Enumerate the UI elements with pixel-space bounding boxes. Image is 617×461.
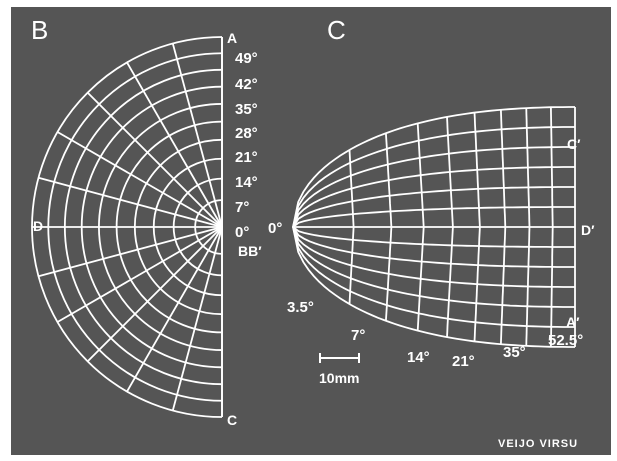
angle-tick-35: 35° [235, 101, 258, 118]
iso-polar-line [292, 226, 575, 288]
point-A-prime: A′ [566, 314, 580, 330]
iso-polar-line [292, 166, 575, 228]
point-C: C [227, 412, 237, 428]
point-BB-prime: BB′ [238, 243, 262, 259]
iso-polar-line [292, 186, 575, 228]
angle-tick-14: 14° [235, 174, 258, 191]
panel-label-left: B [31, 15, 48, 45]
iso-polar-line [292, 226, 575, 348]
iso-polar-line [292, 126, 575, 228]
iso-polar-line [292, 226, 575, 308]
polar-meridian [171, 226, 223, 411]
polar-meridian [57, 131, 223, 228]
point-D: D [33, 218, 43, 234]
right-cortical-grid [292, 106, 576, 348]
polar-meridian [57, 226, 223, 323]
angle-tick-35-right: 35° [503, 344, 526, 361]
polar-meridian [38, 176, 223, 228]
angle-tick-42: 42° [235, 76, 258, 93]
angle-tick-21: 21° [235, 149, 258, 166]
angle-tick-21-right: 21° [452, 353, 475, 370]
left-hemifield-grid [31, 36, 223, 418]
polar-meridian [86, 226, 223, 363]
iso-polar-line [292, 226, 575, 328]
angle-tick-52-5: 52.5° [548, 332, 583, 349]
iso-polar-line [292, 106, 575, 228]
iso-polar-line [292, 146, 575, 228]
iso-polar-line [292, 226, 575, 248]
polar-meridian [86, 91, 223, 228]
point-D-prime: D′ [581, 222, 595, 238]
retinotopic-map-figure: B C A C D BB′ 49° 42° 35° 28° 21° 14° 7°… [11, 7, 611, 455]
polar-meridian [38, 226, 223, 278]
figure-canvas: B C A C D BB′ 49° 42° 35° 28° 21° 14° 7°… [31, 15, 595, 450]
origin-label: 0° [268, 220, 282, 237]
credit-text: VEIJO VIRSU [498, 438, 578, 450]
point-C-prime: C′ [567, 136, 581, 152]
iso-polar-line [292, 206, 575, 228]
angle-tick-7-right: 7° [351, 327, 365, 344]
angle-tick-3-5: 3.5° [287, 299, 314, 316]
point-A: A [227, 30, 237, 46]
polar-meridian [126, 226, 223, 392]
angle-tick-49: 49° [235, 50, 258, 67]
angle-tick-0: 0° [235, 224, 249, 241]
angle-tick-7: 7° [235, 199, 249, 216]
panel-label-right: C [327, 15, 346, 45]
polar-meridian [126, 62, 223, 228]
iso-polar-line [292, 226, 575, 268]
angle-tick-28: 28° [235, 125, 258, 142]
angle-tick-14-right: 14° [407, 349, 430, 366]
scale-bar [319, 353, 360, 363]
scale-bar-label: 10mm [319, 370, 359, 386]
polar-meridian [171, 43, 223, 228]
